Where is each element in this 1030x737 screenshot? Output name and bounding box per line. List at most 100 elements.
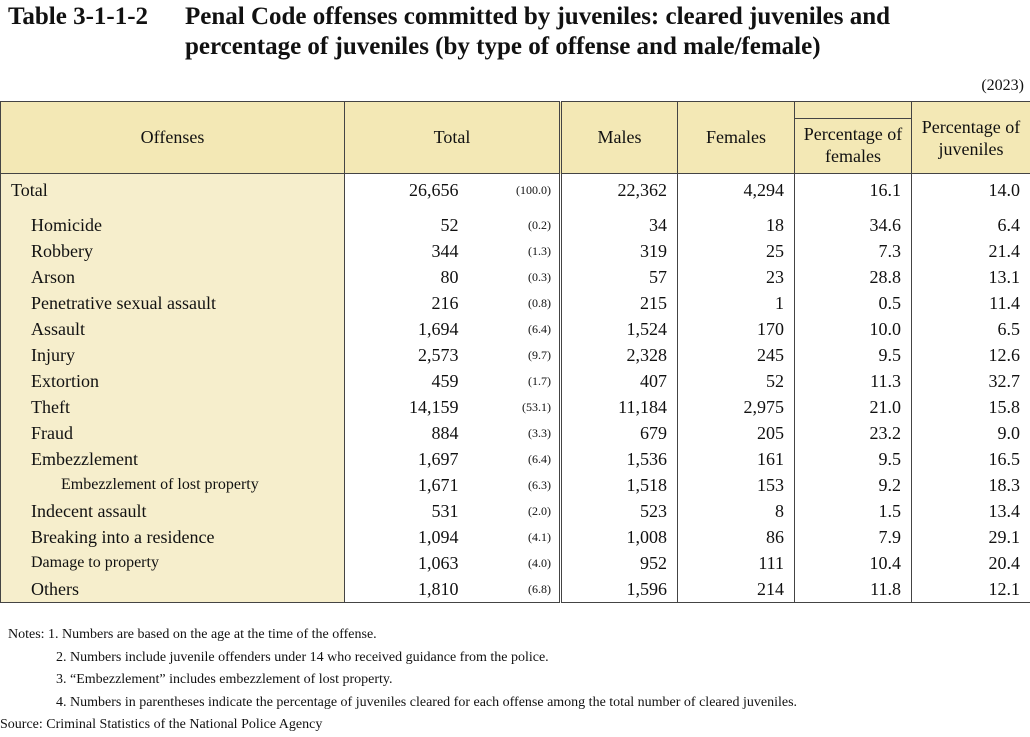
males-cell: 1,008 bbox=[561, 524, 678, 550]
pct-females-cell: 11.3 bbox=[795, 368, 912, 394]
pct-juveniles-cell: 9.0 bbox=[912, 420, 1030, 446]
total-pct-cell: (2.0) bbox=[469, 498, 561, 524]
pct-females-cell: 9.2 bbox=[795, 472, 912, 498]
pct-females-cell: 7.3 bbox=[795, 238, 912, 264]
offense-table: Offenses Total Males Females Percentage … bbox=[0, 101, 1030, 603]
females-cell: 25 bbox=[678, 238, 795, 264]
offense-cell: Robbery bbox=[1, 238, 345, 264]
header-males: Males bbox=[561, 102, 678, 174]
total-pct-cell: (3.3) bbox=[469, 420, 561, 446]
males-cell: 407 bbox=[561, 368, 678, 394]
total-pct-cell: (6.4) bbox=[469, 446, 561, 472]
pct-females-cell: 9.5 bbox=[795, 342, 912, 368]
pct-females-cell: 0.5 bbox=[795, 290, 912, 316]
females-cell: 2,975 bbox=[678, 394, 795, 420]
females-cell: 52 bbox=[678, 368, 795, 394]
offense-cell: Others bbox=[1, 576, 345, 603]
total-pct-cell: (9.7) bbox=[469, 342, 561, 368]
offense-cell: Homicide bbox=[1, 212, 345, 238]
table-number: Table 3-1-1-2 bbox=[8, 2, 148, 32]
females-cell: 153 bbox=[678, 472, 795, 498]
title-line-2: percentage of juveniles (by type of offe… bbox=[185, 32, 821, 62]
total-pct-cell: (100.0) bbox=[469, 174, 561, 207]
offense-cell: Injury bbox=[1, 342, 345, 368]
total-cell: 459 bbox=[345, 368, 469, 394]
males-cell: 22,362 bbox=[561, 174, 678, 207]
pct-females-cell: 11.8 bbox=[795, 576, 912, 603]
pct-females-cell: 16.1 bbox=[795, 174, 912, 207]
pct-females-cell: 7.9 bbox=[795, 524, 912, 550]
females-cell: 170 bbox=[678, 316, 795, 342]
pct-juveniles-cell: 20.4 bbox=[912, 550, 1030, 576]
total-cell: 884 bbox=[345, 420, 469, 446]
males-cell: 34 bbox=[561, 212, 678, 238]
pct-juveniles-cell: 14.0 bbox=[912, 174, 1030, 207]
pct-juveniles-cell: 32.7 bbox=[912, 368, 1030, 394]
pct-juveniles-cell: 13.1 bbox=[912, 264, 1030, 290]
males-cell: 1,596 bbox=[561, 576, 678, 603]
females-cell: 1 bbox=[678, 290, 795, 316]
notes: Notes: 1. Numbers are based on the age a… bbox=[0, 624, 797, 737]
females-cell: 205 bbox=[678, 420, 795, 446]
total-cell: 1,094 bbox=[345, 524, 469, 550]
total-pct-cell: (6.8) bbox=[469, 576, 561, 603]
males-cell: 319 bbox=[561, 238, 678, 264]
total-pct-cell: (53.1) bbox=[469, 394, 561, 420]
offense-cell: Embezzlement of lost property bbox=[1, 472, 345, 498]
total-pct-cell: (4.0) bbox=[469, 550, 561, 576]
total-cell: 80 bbox=[345, 264, 469, 290]
total-pct-cell: (6.3) bbox=[469, 472, 561, 498]
total-cell: 14,159 bbox=[345, 394, 469, 420]
total-cell: 2,573 bbox=[345, 342, 469, 368]
header-offenses: Offenses bbox=[1, 102, 345, 174]
offense-cell: Penetrative sexual assault bbox=[1, 290, 345, 316]
total-pct-cell: (0.2) bbox=[469, 212, 561, 238]
header-pct-juveniles: Percentage of juveniles bbox=[912, 102, 1030, 174]
total-pct-cell: (6.4) bbox=[469, 316, 561, 342]
note-3: 3. “Embezzlement” includes embezzlement … bbox=[0, 669, 797, 692]
title-line-1: Penal Code offenses committed by juvenil… bbox=[185, 2, 890, 32]
total-cell: 1,697 bbox=[345, 446, 469, 472]
females-cell: 86 bbox=[678, 524, 795, 550]
total-pct-cell: (0.8) bbox=[469, 290, 561, 316]
offense-cell: Arson bbox=[1, 264, 345, 290]
males-cell: 679 bbox=[561, 420, 678, 446]
pct-females-cell: 10.0 bbox=[795, 316, 912, 342]
pct-juveniles-cell: 13.4 bbox=[912, 498, 1030, 524]
total-pct-cell: (0.3) bbox=[469, 264, 561, 290]
pct-females-cell: 1.5 bbox=[795, 498, 912, 524]
females-cell: 18 bbox=[678, 212, 795, 238]
pct-juveniles-cell: 11.4 bbox=[912, 290, 1030, 316]
offense-cell: Indecent assault bbox=[1, 498, 345, 524]
pct-juveniles-cell: 6.5 bbox=[912, 316, 1030, 342]
females-cell: 161 bbox=[678, 446, 795, 472]
header-total: Total bbox=[345, 102, 561, 174]
males-cell: 215 bbox=[561, 290, 678, 316]
total-pct-cell: (1.3) bbox=[469, 238, 561, 264]
offense-cell: Fraud bbox=[1, 420, 345, 446]
pct-juveniles-cell: 12.6 bbox=[912, 342, 1030, 368]
offense-cell: Assault bbox=[1, 316, 345, 342]
offense-cell: Theft bbox=[1, 394, 345, 420]
pct-juveniles-cell: 12.1 bbox=[912, 576, 1030, 603]
pct-juveniles-cell: 15.8 bbox=[912, 394, 1030, 420]
header-pct-females: Percentage of females bbox=[795, 102, 912, 174]
females-cell: 23 bbox=[678, 264, 795, 290]
males-cell: 1,518 bbox=[561, 472, 678, 498]
total-cell: 52 bbox=[345, 212, 469, 238]
pct-females-cell: 34.6 bbox=[795, 212, 912, 238]
males-cell: 11,184 bbox=[561, 394, 678, 420]
total-cell: 1,671 bbox=[345, 472, 469, 498]
pct-females-cell: 9.5 bbox=[795, 446, 912, 472]
females-cell: 214 bbox=[678, 576, 795, 603]
males-cell: 952 bbox=[561, 550, 678, 576]
